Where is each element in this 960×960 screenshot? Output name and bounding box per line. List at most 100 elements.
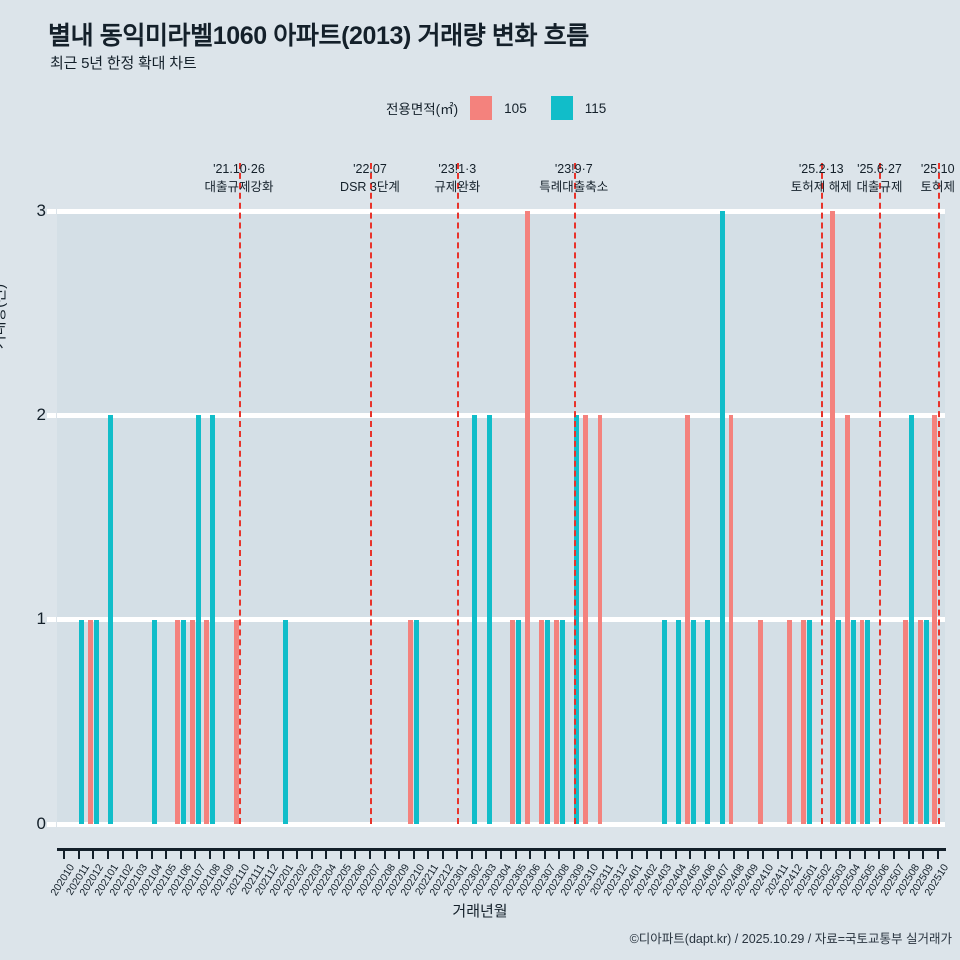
- bar-115-202210[interactable]: [414, 619, 420, 824]
- bar-105-202504[interactable]: [844, 415, 850, 824]
- event-text: 대출규제: [856, 180, 903, 195]
- gridline-3: 3: [37, 201, 945, 220]
- bar-105-202503[interactable]: [830, 211, 836, 824]
- x-tick-202408: [732, 850, 735, 859]
- bar-115-202309[interactable]: [574, 415, 580, 824]
- bar-115-202308[interactable]: [559, 619, 565, 824]
- x-tick-202406: [703, 850, 706, 859]
- x-tick-202104: [150, 850, 153, 859]
- bar-115-202501[interactable]: [807, 619, 813, 824]
- x-tick-202110: [237, 850, 240, 859]
- x-tick-202505: [863, 850, 866, 859]
- bar-115-202107[interactable]: [195, 415, 201, 824]
- bar-115-202101[interactable]: [108, 415, 114, 824]
- x-tick-202309: [572, 850, 575, 859]
- bar-105-202408[interactable]: [728, 415, 734, 824]
- bar-105-202508[interactable]: [903, 619, 909, 824]
- bar-115-202106[interactable]: [181, 619, 187, 824]
- bar-115-202108[interactable]: [210, 415, 216, 824]
- legend: 전용면적(㎡) 105 115: [386, 96, 630, 120]
- bar-105-202412[interactable]: [786, 619, 792, 824]
- y-tick-label-1: 1: [36, 609, 46, 629]
- bar-115-202303[interactable]: [486, 415, 492, 824]
- legend-label-115: 115: [584, 100, 607, 116]
- bar-105-202308[interactable]: [553, 619, 559, 824]
- x-tick-202401: [631, 850, 634, 859]
- bar-105-202108[interactable]: [204, 619, 210, 824]
- bar-105-202405[interactable]: [684, 415, 690, 824]
- event-label-202309: '23!9·7 특례대출축소: [539, 160, 608, 196]
- legend-title: 전용면적(㎡): [386, 102, 459, 117]
- bar-115-202011[interactable]: [79, 619, 85, 824]
- event-line-202309: [573, 163, 576, 824]
- bar-115-202407[interactable]: [719, 211, 725, 824]
- bar-105-202106[interactable]: [175, 619, 181, 824]
- x-tick-202311: [601, 850, 604, 859]
- event-label-202207: '22.07 DSR 3단계: [340, 160, 400, 196]
- bar-105-202305[interactable]: [510, 619, 516, 824]
- bar-105-202410[interactable]: [757, 619, 763, 824]
- x-tick-202506: [878, 850, 881, 859]
- bar-105-202210[interactable]: [408, 619, 414, 824]
- y-tick-mark-1: [47, 617, 56, 623]
- bar-115-202509[interactable]: [923, 619, 929, 824]
- event-date: '25.6·27: [857, 162, 902, 176]
- bar-115-202403[interactable]: [661, 619, 667, 824]
- y-tick-label-3: 3: [36, 200, 46, 220]
- bar-115-202505[interactable]: [865, 619, 871, 824]
- bar-105-202012[interactable]: [88, 619, 93, 824]
- x-tick-202405: [689, 850, 692, 859]
- event-text: 토허제: [920, 180, 955, 195]
- x-tick-202304: [500, 850, 502, 859]
- event-line-202510: [937, 163, 940, 824]
- y-axis-title: 거래량(건): [0, 283, 9, 350]
- bar-115-202201[interactable]: [283, 619, 288, 824]
- bar-115-202104[interactable]: [152, 619, 157, 824]
- legend-item-105[interactable]: 105: [470, 96, 541, 120]
- bar-115-202504[interactable]: [850, 619, 856, 824]
- bar-105-202510[interactable]: [932, 415, 938, 824]
- x-tick-202202: [296, 850, 299, 859]
- bar-105-202306[interactable]: [524, 211, 530, 824]
- bar-105-202501[interactable]: [801, 619, 807, 824]
- x-tick-202307: [543, 850, 546, 859]
- x-tick-202105: [165, 850, 168, 859]
- event-label-202301: '23!1·3 규제완화: [434, 160, 480, 196]
- bar-115-202302[interactable]: [472, 415, 478, 824]
- x-tick-202508: [907, 850, 910, 859]
- bar-105-202505[interactable]: [859, 619, 865, 824]
- x-tick-202010: [63, 850, 66, 859]
- x-axis-title: 거래년월: [452, 903, 508, 920]
- gridline-0: 0: [37, 814, 945, 833]
- x-tick-202501: [805, 850, 808, 859]
- bar-115-202508[interactable]: [909, 415, 914, 824]
- x-tick-202409: [747, 850, 750, 859]
- gridline-2: 2: [37, 405, 945, 424]
- bar-105-202311[interactable]: [597, 415, 603, 824]
- event-date: '25.2·13: [798, 162, 844, 176]
- bar-115-202305[interactable]: [515, 619, 521, 824]
- bar-115-202012[interactable]: [93, 619, 99, 824]
- bar-115-202405[interactable]: [690, 619, 696, 824]
- bar-105-202310[interactable]: [582, 415, 588, 824]
- legend-item-115[interactable]: 115: [550, 96, 621, 120]
- x-tick-202109: [223, 850, 226, 859]
- bar-105-202509[interactable]: [917, 619, 923, 824]
- bar-105-202110[interactable]: [233, 619, 239, 824]
- x-tick-202201: [281, 850, 284, 859]
- bar-115-202307[interactable]: [545, 619, 551, 824]
- bar-105-202307[interactable]: [539, 619, 545, 824]
- y-tick-label-0: 0: [36, 813, 46, 833]
- event-date: '23!1·3: [438, 162, 477, 176]
- x-tick-202302: [470, 850, 473, 859]
- bar-115-202406[interactable]: [705, 619, 711, 824]
- x-tick-202502: [820, 850, 823, 859]
- bar-105-202107[interactable]: [189, 619, 195, 824]
- x-tick-202106: [179, 850, 182, 859]
- x-tick-202212: [441, 850, 444, 859]
- bar-115-202404[interactable]: [676, 619, 682, 824]
- bar-115-202503[interactable]: [836, 619, 842, 824]
- event-line-202506: [879, 163, 882, 824]
- x-tick-202507: [893, 850, 896, 859]
